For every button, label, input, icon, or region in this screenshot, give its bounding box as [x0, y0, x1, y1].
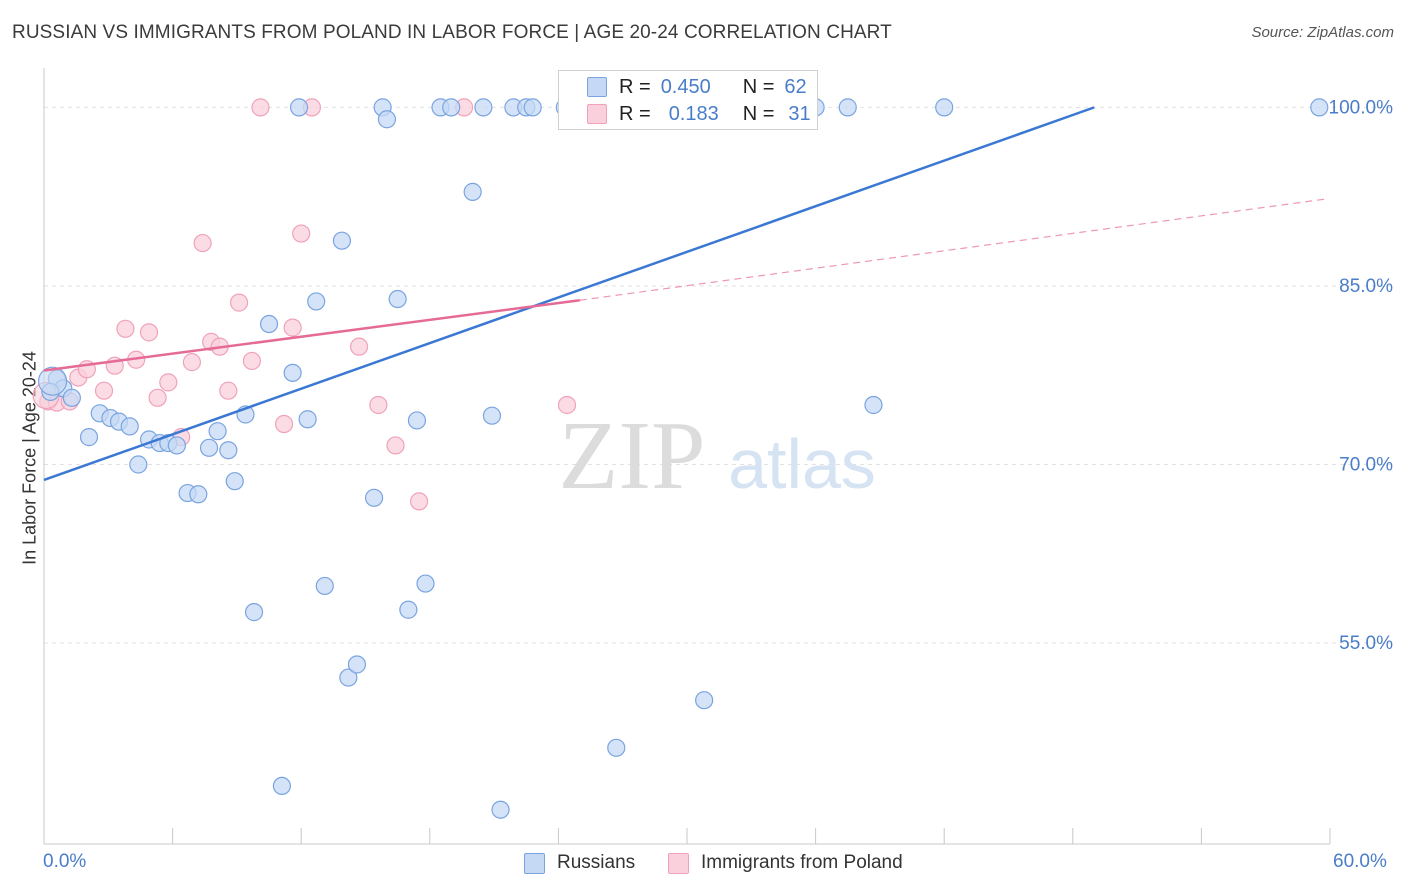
- russians-point-12: [167, 436, 186, 455]
- poland-point-19: [242, 351, 262, 371]
- poland-point-20: [251, 98, 270, 117]
- russians-point-20: [244, 603, 264, 622]
- poland-point-26: [369, 395, 388, 415]
- bottom-swatch-russians: [524, 852, 545, 874]
- correlation-legend: R = 0.450 N = 62 R = 0.183 N = 31: [558, 70, 818, 130]
- russians-point-22: [272, 776, 292, 796]
- watermark: ZIP atlas: [559, 402, 876, 510]
- russians-point-59: [1310, 98, 1329, 117]
- poland-point-23: [292, 224, 311, 243]
- poland-point-14: [193, 233, 212, 253]
- russians-point-36: [407, 411, 427, 430]
- axes: [43, 68, 1331, 845]
- chart-source: Source: ZipAtlas.com: [1251, 24, 1394, 41]
- russians-point-48: [607, 738, 626, 757]
- russians-point-2: [62, 388, 81, 407]
- russians-point-24: [289, 98, 309, 117]
- legend-n-label: N =: [742, 75, 775, 98]
- russians-point-37: [416, 574, 435, 593]
- bottom-legend-label-poland: Immigrants from Poland: [701, 852, 903, 873]
- russians-point-45: [523, 98, 542, 117]
- bottom-swatch-poland: [668, 852, 689, 874]
- russians-point-26: [307, 292, 326, 311]
- y-tick-label-3: 55.0%: [1339, 633, 1393, 654]
- chart-title: RUSSIAN VS IMMIGRANTS FROM POLAND IN LAB…: [12, 22, 892, 43]
- russians-point-3: [79, 428, 99, 447]
- russians-point-42: [491, 800, 510, 819]
- poland-point-27: [386, 436, 405, 455]
- poland-point-21: [274, 414, 294, 434]
- poland-point-28: [409, 492, 429, 511]
- russians-point-35: [399, 600, 418, 619]
- russians-point-23: [283, 363, 302, 382]
- legend-n-value-poland: 31: [788, 102, 811, 125]
- legend-r-value-poland: 0.183: [668, 102, 719, 125]
- russians-point-17: [219, 441, 238, 460]
- bottom-legend-poland: Immigrants from Poland: [668, 852, 903, 874]
- legend-row-poland: R = 0.183 N = 31: [619, 103, 811, 125]
- series-immigrants-from-poland: [32, 98, 577, 511]
- russians-point-7: [120, 417, 139, 436]
- watermark-atlas: atlas: [728, 425, 876, 503]
- x-tick-label-max: 60.0%: [1333, 851, 1387, 872]
- watermark-zip: ZIP: [559, 402, 706, 510]
- russians-point-33: [377, 110, 397, 129]
- poland-point-18: [229, 293, 249, 312]
- legend-swatch-poland: [587, 104, 607, 124]
- russians-point-18: [225, 472, 244, 491]
- trend-line-poland-extrapolated: [579, 198, 1326, 301]
- russians-point-cluster: [37, 366, 68, 396]
- trend-lines: [43, 106, 1326, 482]
- trend-line-poland: [43, 298, 580, 372]
- russians-point-29: [339, 668, 358, 687]
- russians-point-52: [695, 691, 714, 710]
- poland-point-25: [349, 337, 369, 356]
- russians-point-31: [364, 488, 384, 507]
- legend-n-value-russians: 62: [784, 75, 807, 98]
- y-tick-label-1: 85.0%: [1339, 276, 1393, 297]
- legend-n-label: N =: [742, 102, 775, 125]
- russians-point-57: [864, 395, 883, 415]
- legend-row-russians: R = 0.450 N = 62: [619, 76, 807, 98]
- poland-point-30: [557, 395, 577, 415]
- poland-point-5: [94, 381, 114, 400]
- russians-point-34: [388, 289, 407, 309]
- russians-point-56: [838, 98, 857, 117]
- russians-point-27: [315, 576, 334, 596]
- x-tick-label-min: 0.0%: [43, 851, 87, 872]
- russians-point-21: [259, 314, 279, 334]
- russians-point-16: [208, 422, 227, 441]
- russians-point-61: [442, 98, 461, 117]
- poland-point-13: [182, 353, 201, 372]
- trend-line-russians: [43, 106, 1095, 482]
- legend-r-value-russians: 0.450: [660, 75, 711, 98]
- y-tick-label-0: 100.0%: [1329, 97, 1394, 118]
- russians-point-39: [463, 182, 482, 201]
- y-tick-labels: 100.0% 85.0% 70.0% 55.0%: [1329, 97, 1394, 654]
- poland-point-17: [219, 381, 238, 400]
- poland-point-9: [139, 323, 159, 342]
- bottom-legend-russians: Russians: [524, 852, 635, 874]
- russians-point-25: [298, 410, 317, 429]
- russians-point-30: [347, 655, 367, 674]
- russians-point-28: [332, 231, 352, 250]
- legend-r-label: R =: [619, 102, 651, 125]
- russians-point-58: [935, 98, 954, 117]
- russians-point-14: [189, 485, 208, 504]
- legend-r-label: R =: [619, 75, 651, 98]
- poland-point-7: [116, 319, 135, 338]
- russians-point-40: [474, 98, 493, 117]
- russians-point-41: [482, 406, 502, 425]
- poland-point-11: [159, 373, 178, 392]
- y-tick-label-2: 70.0%: [1339, 454, 1393, 475]
- russians-point-8: [129, 455, 148, 474]
- gridlines: [44, 106, 1394, 644]
- poland-point-22: [283, 318, 302, 337]
- russians-point-15: [199, 438, 219, 457]
- bottom-legend-label-russians: Russians: [557, 852, 636, 873]
- poland-point-10: [148, 388, 167, 407]
- legend-swatch-russians: [587, 77, 607, 97]
